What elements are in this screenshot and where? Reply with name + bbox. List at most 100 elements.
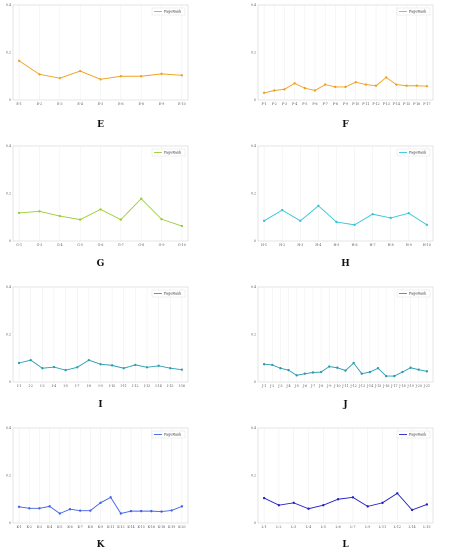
data-point xyxy=(293,82,296,85)
data-point xyxy=(407,212,410,215)
data-point xyxy=(279,367,282,370)
legend-box xyxy=(396,148,431,157)
x-tick-label: K-11 xyxy=(107,525,114,529)
legend-box xyxy=(151,7,186,16)
x-tick-label: F-13 xyxy=(383,102,390,106)
data-point xyxy=(336,498,340,501)
x-tick-label: E-1 xyxy=(16,102,22,106)
x-tick-label: F-16 xyxy=(413,102,420,106)
data-point xyxy=(313,89,317,92)
data-point xyxy=(180,74,184,77)
data-point xyxy=(119,512,123,515)
x-tick-label: E-3 xyxy=(57,102,63,106)
series-line xyxy=(263,492,428,511)
panel-letter: H xyxy=(341,259,350,269)
y-tick-label: 0.4 xyxy=(6,426,11,430)
data-point xyxy=(139,197,143,200)
data-point xyxy=(303,372,307,375)
panel-f: 00.20.4F-1 F-2 F-3 F-4 F-5 F-6 F-7 F-8 F-9 F-10 F-… xyxy=(251,3,434,130)
data-point xyxy=(134,363,137,367)
panel-letter: L xyxy=(342,540,349,550)
x-tick-label: J-18 xyxy=(398,384,405,388)
data-point xyxy=(366,505,369,508)
x-tick-label: F-11 xyxy=(362,102,369,106)
x-tick-label: I-5 xyxy=(63,384,67,388)
x-tick-label: F-7 xyxy=(323,102,328,106)
data-point xyxy=(311,371,315,374)
x-tick-label: J-3 xyxy=(277,384,282,388)
x-tick-label: I-3 xyxy=(40,384,44,388)
data-point xyxy=(99,78,102,81)
data-point xyxy=(99,501,102,505)
x-tick-label: K-3 xyxy=(37,525,42,529)
data-point xyxy=(160,510,163,513)
y-tick-label: 0.2 xyxy=(251,51,256,55)
data-point xyxy=(344,85,347,89)
data-point xyxy=(417,368,420,371)
x-tick-label: H-3 xyxy=(297,243,303,247)
panel-l: 0 0.2 0.4 L-1 L-2 L-3 L-4 L-5 L-6 L-7 L-9 L-11 L-12 L… xyxy=(251,426,434,550)
x-tick-label: H-8 xyxy=(388,243,394,247)
x-tick-label: G-9 xyxy=(159,243,165,247)
data-point xyxy=(344,369,347,372)
x-tick-label: H-9 xyxy=(406,243,412,247)
panel-letter: K xyxy=(97,540,106,550)
x-tick-label: L-1 xyxy=(262,525,267,529)
x-tick-label: L-4 xyxy=(306,525,311,529)
x-tick-label: J-14 xyxy=(366,384,373,388)
x-tick-label: L-11 xyxy=(379,525,386,529)
data-point xyxy=(277,503,281,507)
x-tick-label: F-17 xyxy=(423,102,430,106)
x-tick-label: K-16 xyxy=(148,525,155,529)
x-tick-label: H-1 xyxy=(261,243,267,247)
x-tick-label: H-7 xyxy=(370,243,376,247)
data-point xyxy=(129,509,133,513)
y-tick-label: 0 xyxy=(9,380,11,384)
x-tick-label: F-6 xyxy=(312,102,317,106)
x-tick-label: G-6 xyxy=(98,243,104,247)
x-tick-label: K-4 xyxy=(47,525,52,529)
x-tick-label: I-15 xyxy=(167,384,173,388)
panel-letter: J xyxy=(342,400,347,410)
x-tick-label: J-9 xyxy=(326,384,331,388)
x-tick-label: K-9 xyxy=(98,525,103,529)
x-tick-label: K-8 xyxy=(88,525,93,529)
data-point xyxy=(160,217,163,221)
data-point xyxy=(38,507,41,510)
data-point xyxy=(262,496,266,500)
data-point xyxy=(317,204,320,208)
legend-label: PageRank xyxy=(409,10,427,14)
data-point xyxy=(425,503,429,506)
x-tick-label: H-6 xyxy=(352,243,358,247)
panel-h: 0 0.2 0.4 H-1 H-2 H-3 H-4 H-5 H-6 H-7 H-8 H-9 H-10 Pa… xyxy=(251,144,434,269)
data-point xyxy=(425,85,429,88)
x-tick-label: I-4 xyxy=(52,384,56,388)
data-point xyxy=(119,218,123,221)
data-point xyxy=(145,366,149,369)
x-tick-label: L-14 xyxy=(408,525,415,529)
x-tick-label: K-13 xyxy=(117,525,124,529)
plot-frame xyxy=(257,145,434,242)
data-point xyxy=(28,507,31,510)
y-tick-label: 0.2 xyxy=(251,333,256,337)
legend-label: PageRank xyxy=(409,292,427,296)
x-tick-label: H-10 xyxy=(423,243,431,247)
data-point xyxy=(99,208,102,211)
data-point xyxy=(401,370,404,374)
data-point xyxy=(351,496,355,499)
data-point xyxy=(410,508,414,512)
x-tick-label: I-12 xyxy=(132,384,138,388)
x-tick-label: G-7 xyxy=(118,243,124,247)
x-tick-label: I-14 xyxy=(155,384,161,388)
x-tick-label: I-16 xyxy=(179,384,185,388)
x-tick-label: G-1 xyxy=(16,243,22,247)
panel-j: 00.20.4J-1 J-2 J-3 J-4 J-5 J-6 J-7 J-8 J-9 J-10 J-… xyxy=(251,285,434,410)
data-point xyxy=(384,76,388,79)
data-point xyxy=(389,216,392,220)
panel-k: 00.20.4K-1 K-2 K-3 K-4 K-5 K-6 K-7 K-8 K-9 K-11 K-… xyxy=(6,426,189,550)
panel-letter: I xyxy=(98,400,102,410)
data-point xyxy=(303,86,307,90)
data-point xyxy=(262,362,266,366)
